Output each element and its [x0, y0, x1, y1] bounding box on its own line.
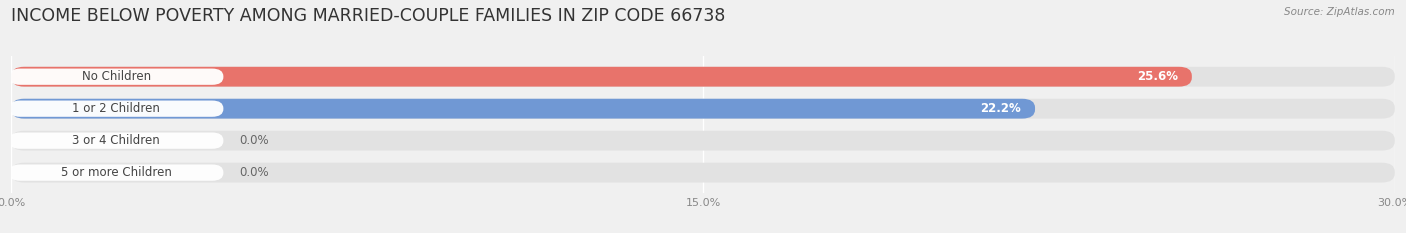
Text: 25.6%: 25.6%: [1137, 70, 1178, 83]
Text: 22.2%: 22.2%: [980, 102, 1021, 115]
FancyBboxPatch shape: [11, 163, 1395, 182]
FancyBboxPatch shape: [11, 67, 1192, 87]
FancyBboxPatch shape: [11, 67, 1395, 87]
Text: No Children: No Children: [82, 70, 150, 83]
Text: Source: ZipAtlas.com: Source: ZipAtlas.com: [1284, 7, 1395, 17]
Text: INCOME BELOW POVERTY AMONG MARRIED-COUPLE FAMILIES IN ZIP CODE 66738: INCOME BELOW POVERTY AMONG MARRIED-COUPL…: [11, 7, 725, 25]
FancyBboxPatch shape: [8, 69, 224, 85]
FancyBboxPatch shape: [11, 99, 1395, 119]
Text: 0.0%: 0.0%: [239, 166, 269, 179]
Text: 5 or more Children: 5 or more Children: [60, 166, 172, 179]
FancyBboxPatch shape: [8, 133, 224, 149]
FancyBboxPatch shape: [11, 131, 1395, 151]
Text: 3 or 4 Children: 3 or 4 Children: [72, 134, 160, 147]
FancyBboxPatch shape: [11, 99, 1035, 119]
Text: 0.0%: 0.0%: [239, 134, 269, 147]
FancyBboxPatch shape: [8, 101, 224, 117]
FancyBboxPatch shape: [8, 164, 224, 181]
Text: 1 or 2 Children: 1 or 2 Children: [72, 102, 160, 115]
